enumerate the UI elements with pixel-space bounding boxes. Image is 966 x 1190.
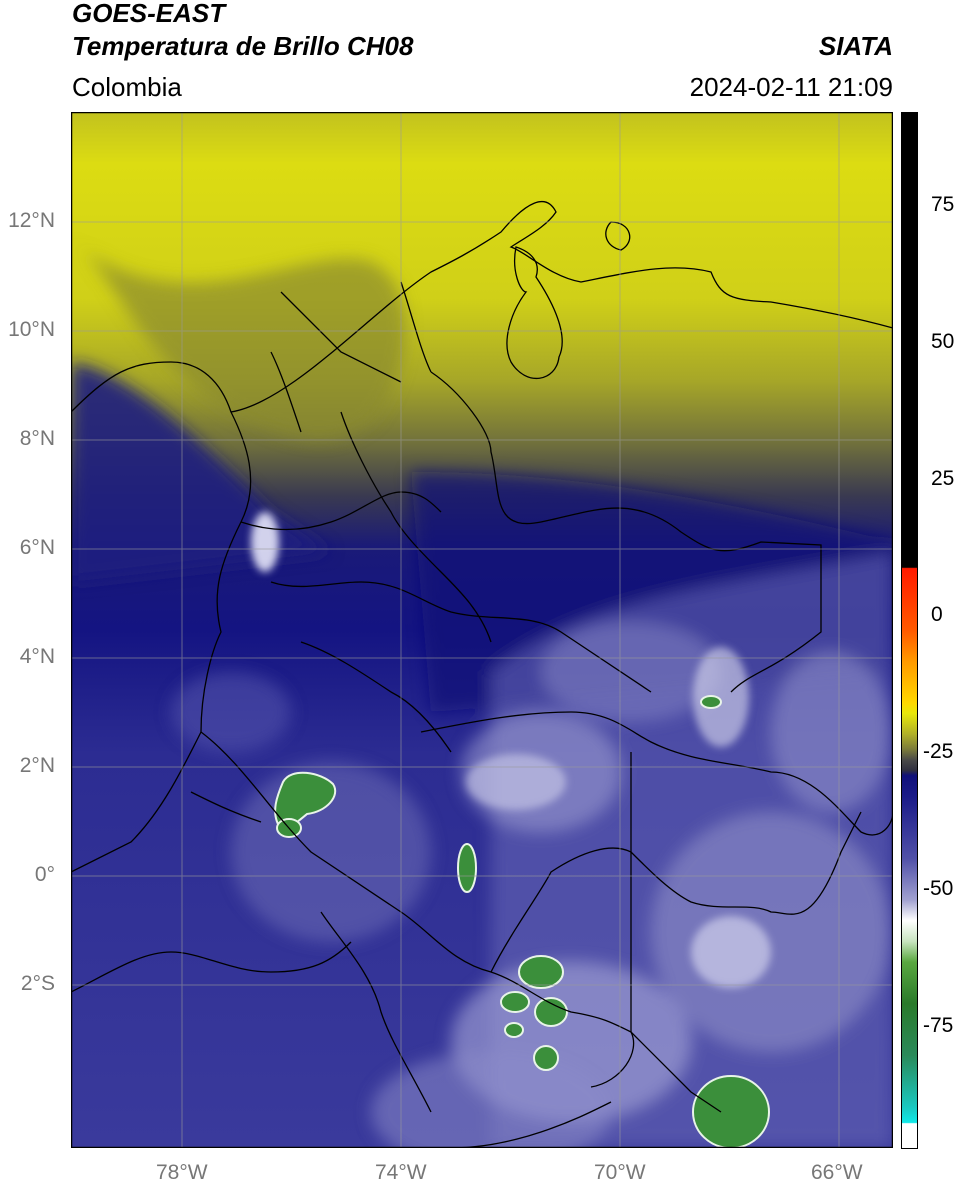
brightness-temperature-map [71,112,893,1148]
colorbar-tick-minus25: -25 [923,740,954,763]
colorbar-tick-minus75: -75 [923,1014,954,1037]
datetime-label: 2024-02-11 21:09 [689,72,893,102]
lat-tick-4n: 4°N [19,645,55,668]
lat-tick-0: 0° [34,863,55,886]
colorbar-tick-75: 75 [931,193,955,216]
colorbar-tick-minus50: -50 [923,877,954,900]
lon-tick-78w: 78°W [156,1161,208,1184]
map-frame [71,112,893,1148]
cloud-features [71,242,893,1148]
title-line-1: GOES-EAST [72,0,226,28]
lat-tick-2n: 2°N [19,754,55,777]
lon-tick-70w: 70°W [594,1161,646,1184]
source-label: SIATA [818,31,893,61]
title-line-2: Temperatura de Brillo CH08 [72,31,414,61]
graticule [71,112,893,1148]
lat-tick-12n: 12°N [8,209,55,232]
colorbar-tick-50: 50 [931,330,955,353]
cold-cloud-tops [274,695,770,1148]
lat-tick-2s: 2°S [20,972,55,995]
lat-tick-6n: 6°N [19,536,55,559]
lon-tick-74w: 74°W [375,1161,427,1184]
lon-tick-66w: 66°W [811,1161,863,1184]
lat-tick-8n: 8°N [19,427,55,450]
colorbar-tick-25: 25 [931,467,955,490]
colorbar [901,112,918,1149]
lat-tick-10n: 10°N [8,318,55,341]
region-label: Colombia [72,72,182,102]
colorbar-tick-0: 0 [931,603,943,626]
